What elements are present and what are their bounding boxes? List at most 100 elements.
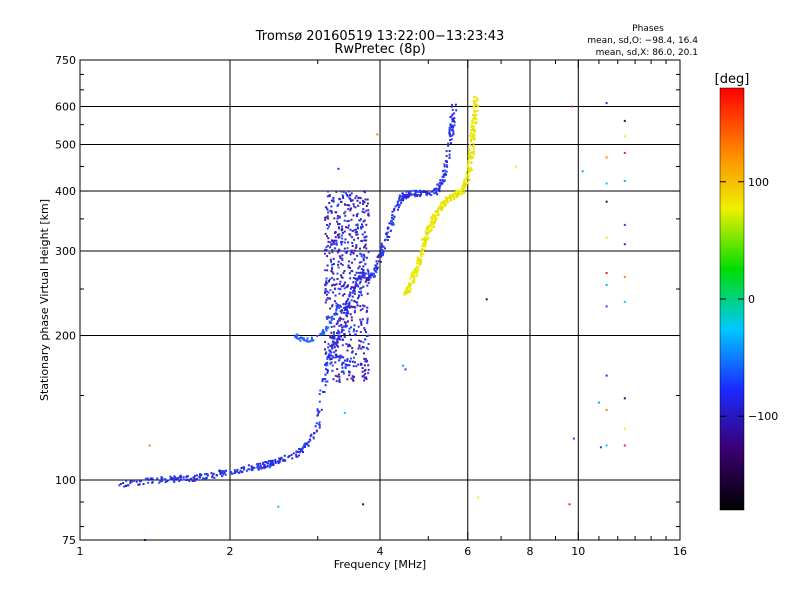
o-blob-point: [336, 272, 339, 275]
o-blob-point: [354, 246, 357, 249]
o-blob-point: [350, 270, 353, 273]
o-blob-point: [335, 343, 338, 346]
o-branch-point: [316, 335, 319, 337]
o-blob-point: [331, 266, 334, 269]
noise-point: [605, 156, 608, 159]
o-blob-point: [350, 357, 352, 360]
o-blob-point: [342, 285, 345, 287]
o-trace-point: [223, 471, 226, 474]
o-blob-point: [332, 272, 335, 275]
o-branch-point: [303, 339, 306, 342]
noise-point: [343, 411, 346, 414]
o-blob-point: [346, 195, 349, 198]
o-blob-point: [361, 367, 364, 369]
o-blob-point: [324, 380, 327, 383]
x-trace-point: [431, 217, 434, 220]
o-blob-point: [359, 305, 362, 308]
o-blob-point: [332, 199, 335, 202]
o-blob-point: [367, 343, 370, 345]
o-trace-point: [453, 124, 456, 127]
x-trace-point: [472, 147, 475, 150]
o-trace-point: [404, 196, 407, 199]
o-trace-point: [443, 174, 446, 177]
o-trace-point: [418, 194, 421, 197]
o-blob-point: [349, 199, 352, 202]
o-blob-point: [359, 309, 362, 312]
o-blob-point: [328, 202, 331, 204]
o-branch-point: [326, 327, 329, 330]
o-trace-point: [412, 193, 415, 196]
o-blob-point: [334, 354, 337, 356]
x-trace-point: [426, 226, 429, 229]
o-blob-point: [331, 263, 334, 266]
x-trace-point: [415, 262, 418, 265]
o-trace-point: [354, 286, 356, 289]
o-trace-point: [331, 344, 334, 347]
o-trace-point: [274, 461, 277, 464]
o-blob-point: [361, 223, 363, 226]
o-trace-point: [290, 453, 293, 456]
o-trace-point: [321, 378, 324, 381]
x-trace-point: [475, 96, 478, 99]
o-blob-point: [348, 233, 351, 236]
o-blob-point: [327, 343, 330, 345]
x-trace-point: [408, 283, 411, 286]
x-tick-label: 10: [571, 545, 585, 558]
o-blob-point: [325, 249, 328, 251]
o-blob-point: [355, 224, 358, 227]
o-blob-point: [336, 251, 339, 254]
o-trace-point: [390, 220, 393, 223]
o-blob-point: [345, 192, 347, 195]
x-trace-point: [424, 239, 427, 242]
o-trace-point: [379, 260, 382, 263]
o-blob-point: [360, 260, 363, 263]
o-trace-point: [348, 301, 351, 304]
o-branch-point: [294, 335, 297, 338]
o-trace-point: [396, 202, 399, 205]
o-blob-point: [362, 341, 365, 344]
o-trace-point: [307, 441, 310, 443]
x-trace-point: [473, 100, 476, 103]
o-trace-point: [450, 115, 453, 118]
o-trace-point: [385, 233, 388, 236]
o-blob-point: [363, 236, 366, 239]
x-trace-point: [467, 163, 469, 166]
o-blob-point: [335, 190, 338, 193]
o-trace-point: [325, 368, 327, 371]
x-trace-point: [426, 231, 428, 234]
o-trace-point: [318, 421, 321, 424]
o-trace-point: [278, 460, 281, 463]
o-blob-point: [348, 364, 351, 367]
o-blob-point: [347, 264, 350, 267]
noise-point: [605, 182, 608, 185]
o-trace-point: [441, 178, 444, 181]
o-trace-point: [298, 448, 301, 450]
o-trace-point: [445, 155, 448, 158]
x-trace-point: [465, 171, 468, 174]
o-trace-point: [340, 324, 343, 327]
o-trace-point: [135, 480, 138, 483]
o-blob-point: [347, 305, 350, 307]
o-trace-point: [348, 303, 351, 305]
o-branch-point: [296, 333, 299, 336]
o-trace-point: [372, 272, 375, 275]
o-blob-point: [363, 245, 366, 248]
x-trace-point: [439, 204, 442, 207]
x-trace-point: [427, 228, 430, 231]
o-blob-point: [335, 211, 338, 214]
o-trace-point: [406, 190, 409, 193]
x-trace-point: [436, 212, 439, 215]
o-blob-point: [327, 291, 330, 294]
o-blob-point: [354, 309, 356, 312]
o-trace-point: [282, 459, 285, 462]
o-trace-point: [211, 475, 214, 478]
o-branch-point: [304, 339, 307, 342]
x-trace-point: [452, 197, 455, 200]
o-trace-point: [279, 458, 282, 461]
o-trace-point: [318, 424, 321, 427]
o-blob-point: [329, 307, 332, 310]
o-blob-point: [324, 341, 327, 343]
o-trace-point: [219, 473, 222, 475]
o-blob-point: [364, 360, 367, 363]
o-blob-point: [351, 199, 354, 202]
